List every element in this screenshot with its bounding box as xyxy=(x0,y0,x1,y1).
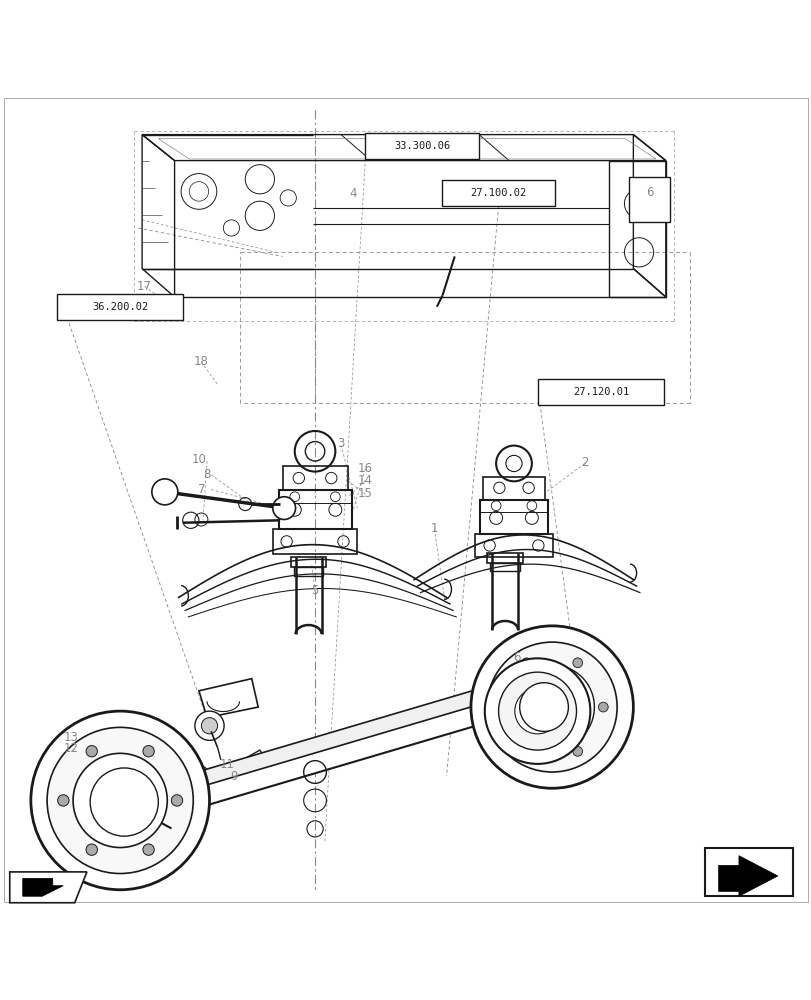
Circle shape xyxy=(86,844,97,855)
Circle shape xyxy=(171,795,182,806)
Bar xyxy=(365,133,478,159)
Circle shape xyxy=(73,753,167,848)
Circle shape xyxy=(143,746,154,757)
Circle shape xyxy=(86,746,97,757)
Circle shape xyxy=(644,201,654,211)
Text: 5: 5 xyxy=(311,584,319,597)
Text: 8: 8 xyxy=(203,468,211,481)
Text: 10: 10 xyxy=(191,453,206,466)
Polygon shape xyxy=(718,856,777,896)
Circle shape xyxy=(195,711,224,740)
Circle shape xyxy=(94,774,146,826)
Circle shape xyxy=(90,768,158,836)
Text: 13: 13 xyxy=(64,731,79,744)
Circle shape xyxy=(573,746,581,756)
Circle shape xyxy=(637,194,649,205)
Text: 27.120.01: 27.120.01 xyxy=(572,387,629,397)
Bar xyxy=(487,553,522,563)
Circle shape xyxy=(143,844,154,855)
Bar xyxy=(278,490,351,529)
Circle shape xyxy=(573,658,581,668)
Text: 6: 6 xyxy=(512,651,520,664)
Text: 7: 7 xyxy=(197,483,205,496)
Circle shape xyxy=(521,746,530,756)
Circle shape xyxy=(47,727,193,874)
Bar xyxy=(474,534,552,557)
Circle shape xyxy=(487,642,616,772)
Bar xyxy=(490,563,519,571)
Circle shape xyxy=(201,718,217,734)
Circle shape xyxy=(496,702,505,712)
Circle shape xyxy=(509,665,594,749)
Polygon shape xyxy=(142,662,580,800)
Circle shape xyxy=(639,205,647,213)
Text: 33.300.06: 33.300.06 xyxy=(393,141,450,151)
Text: 17: 17 xyxy=(137,280,152,293)
Bar xyxy=(479,500,547,534)
Circle shape xyxy=(598,702,607,712)
Text: 36.200.02: 36.200.02 xyxy=(92,302,148,312)
Text: 1: 1 xyxy=(430,522,438,535)
Circle shape xyxy=(470,626,633,788)
Bar xyxy=(57,294,182,320)
Circle shape xyxy=(272,497,295,519)
Circle shape xyxy=(152,479,178,505)
Bar xyxy=(282,466,347,490)
Text: 15: 15 xyxy=(358,487,372,500)
Bar xyxy=(704,848,792,896)
Circle shape xyxy=(514,688,560,734)
Circle shape xyxy=(529,684,574,730)
Text: 2: 2 xyxy=(580,456,588,469)
Text: 16: 16 xyxy=(358,462,372,475)
Circle shape xyxy=(498,672,576,750)
Circle shape xyxy=(58,795,69,806)
Text: 12: 12 xyxy=(64,742,79,755)
Text: 14: 14 xyxy=(358,474,372,487)
Text: 9: 9 xyxy=(230,770,238,783)
Text: 4: 4 xyxy=(349,187,357,200)
Text: 3: 3 xyxy=(337,437,345,450)
Bar xyxy=(629,177,669,222)
Text: 18: 18 xyxy=(194,355,208,368)
Text: 27.100.02: 27.100.02 xyxy=(470,188,526,198)
Polygon shape xyxy=(23,878,63,896)
Text: 6: 6 xyxy=(645,186,653,199)
Circle shape xyxy=(105,786,135,815)
Circle shape xyxy=(31,711,209,890)
Text: 11: 11 xyxy=(220,758,234,771)
Circle shape xyxy=(484,658,590,764)
Bar xyxy=(483,477,544,500)
Polygon shape xyxy=(10,872,87,903)
Circle shape xyxy=(519,683,568,731)
Polygon shape xyxy=(199,679,258,718)
Bar xyxy=(441,180,555,206)
Bar xyxy=(537,379,663,405)
Bar xyxy=(290,557,326,567)
Circle shape xyxy=(521,658,530,668)
Polygon shape xyxy=(142,675,580,821)
Bar xyxy=(294,567,323,576)
Bar xyxy=(272,529,357,554)
